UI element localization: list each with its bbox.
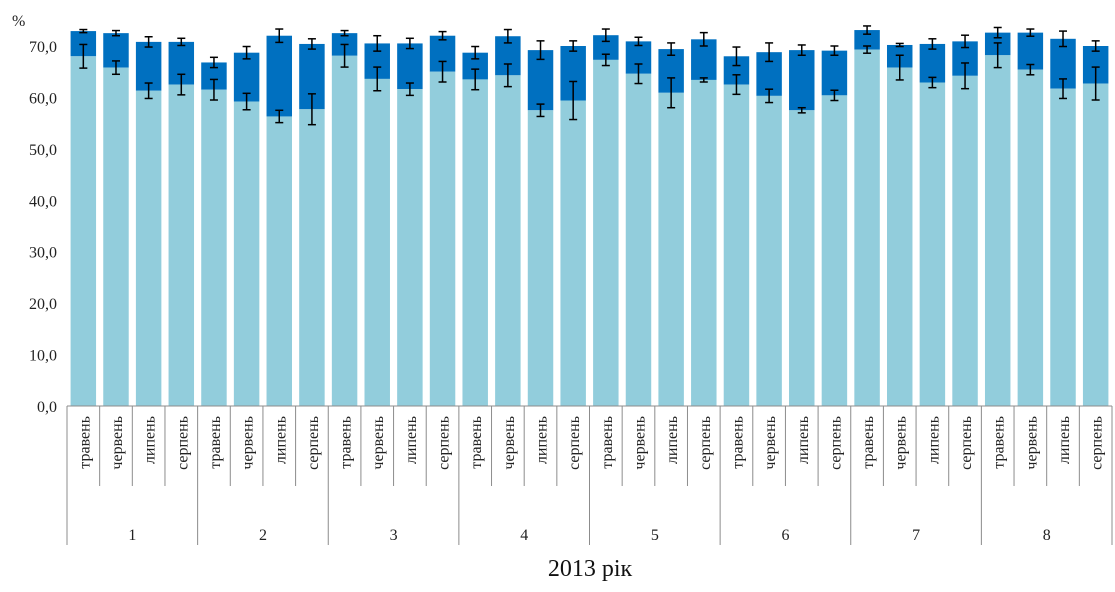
month-tick-label: липень — [1056, 416, 1073, 464]
bar-lower-segment — [919, 82, 946, 406]
bar-lower-segment — [462, 79, 488, 406]
group-tick-label: 7 — [912, 527, 920, 544]
month-tick-label: червень — [109, 416, 126, 470]
bar-lower-segment — [70, 56, 97, 407]
month-tick-label: липень — [664, 416, 681, 464]
bar-lower-segment — [331, 55, 358, 407]
month-tick-label: червень — [370, 416, 387, 470]
bar-lower-segment — [952, 75, 978, 406]
month-tick-label: травень — [468, 416, 485, 469]
group-tick-label: 4 — [520, 527, 528, 544]
error-bars — [79, 25, 1100, 126]
bar-lower-segment — [854, 49, 880, 406]
bar-lower-segment — [527, 110, 554, 407]
bar-lower-segment — [233, 101, 260, 407]
month-tick-label: серпень — [958, 416, 975, 470]
bar-lower-segment — [560, 100, 586, 406]
month-tick-label: липень — [142, 416, 159, 464]
month-tick-label: травень — [207, 416, 224, 469]
y-unit-label: % — [12, 13, 25, 30]
month-tick-label: серпень — [1089, 416, 1106, 470]
bar-lower-segment — [266, 116, 293, 406]
bar-lower-segment — [984, 55, 1011, 406]
bar-lower-segment — [364, 78, 390, 407]
bar-upper-segment — [266, 35, 293, 117]
group-tick-label: 3 — [390, 527, 398, 544]
month-tick-label: травень — [991, 416, 1008, 469]
month-tick-label: липень — [403, 416, 420, 464]
bar-lower-segment — [625, 73, 652, 407]
month-tick-label: серпень — [697, 416, 714, 470]
bar-lower-segment — [821, 95, 848, 406]
bar-upper-segment — [789, 50, 815, 111]
month-tick-label: червень — [762, 416, 779, 470]
month-tick-label: червень — [240, 416, 257, 470]
bar-lower-segment — [1017, 69, 1044, 407]
bar-lower-segment — [886, 67, 913, 406]
y-tick-label: 50,0 — [29, 142, 57, 159]
group-tick-label: 6 — [781, 527, 789, 544]
bar-lower-segment — [299, 109, 325, 406]
month-tick-label: липень — [534, 416, 551, 464]
group-tick-label: 8 — [1043, 527, 1051, 544]
y-tick-label: 40,0 — [29, 193, 57, 210]
bars — [70, 30, 1109, 407]
x-axis-title: 2013 рік — [548, 556, 633, 582]
month-tick-label: травень — [729, 416, 746, 469]
group-tick-label: 2 — [259, 527, 267, 544]
bar-lower-segment — [658, 92, 684, 407]
y-tick-label: 20,0 — [29, 296, 57, 313]
bar-upper-segment — [821, 50, 848, 96]
month-tick-label: липень — [272, 416, 289, 464]
bar-lower-segment — [1082, 83, 1109, 407]
month-tick-label: травень — [76, 416, 93, 469]
bar-lower-segment — [135, 90, 162, 406]
month-tick-label: серпень — [566, 416, 583, 470]
month-tick-label: липень — [925, 416, 942, 464]
bar-lower-segment — [429, 71, 456, 406]
month-tick-label: червень — [631, 416, 648, 470]
group-tick-label: 5 — [651, 527, 659, 544]
month-tick-label: травень — [599, 416, 616, 469]
month-tick-label: серпень — [305, 416, 322, 470]
group-tick-label: 1 — [128, 527, 136, 544]
month-tick-label: червень — [1023, 416, 1040, 470]
month-tick-label: серпень — [827, 416, 844, 470]
bar-lower-segment — [397, 89, 423, 406]
bar-lower-segment — [723, 84, 750, 407]
bar-lower-segment — [789, 110, 815, 407]
bar-lower-segment — [201, 89, 227, 406]
bar-upper-segment — [397, 43, 423, 90]
bar-upper-segment — [919, 43, 946, 83]
y-tick-label: 30,0 — [29, 245, 57, 262]
bar-lower-segment — [168, 84, 195, 407]
month-tick-label: серпень — [436, 416, 453, 470]
x-axis: травень червень липень серпень травень червен… — [66, 405, 1113, 545]
y-tick-label: 60,0 — [29, 90, 57, 107]
bar-lower-segment — [756, 95, 782, 406]
y-axis-ticks: 0,0 10,0 20,0 30,0 40,0 50,0 60,0 70,0 — [29, 39, 57, 416]
month-tick-label: червень — [893, 416, 910, 470]
bar-upper-segment — [527, 50, 554, 111]
bar-lower-segment — [103, 67, 129, 406]
bar-lower-segment — [593, 59, 619, 407]
month-tick-label: травень — [338, 416, 355, 469]
bar-lower-segment — [495, 75, 521, 407]
y-tick-label: 10,0 — [29, 348, 57, 365]
month-tick-label: травень — [860, 416, 877, 469]
bar-upper-segment — [854, 30, 880, 50]
bar-lower-segment — [691, 79, 717, 406]
y-tick-label: 70,0 — [29, 39, 57, 56]
y-tick-label: 0,0 — [37, 399, 57, 416]
bar-upper-segment — [1017, 32, 1044, 70]
month-tick-label: червень — [501, 416, 518, 470]
month-tick-label: липень — [795, 416, 812, 464]
month-tick-label: серпень — [174, 416, 191, 470]
bar-lower-segment — [1050, 88, 1076, 406]
